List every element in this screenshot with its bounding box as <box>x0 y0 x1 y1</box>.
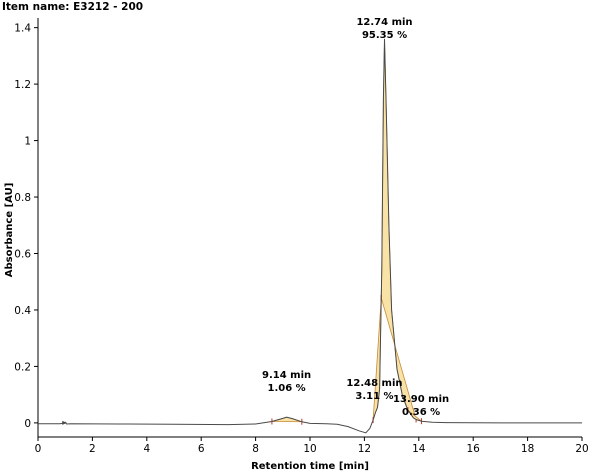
item-name-label: Item name: E3212 - 200 <box>2 1 144 13</box>
y-tick-label: 1 <box>24 136 31 148</box>
injection-marker <box>62 420 68 425</box>
x-tick-label: 4 <box>143 443 150 455</box>
peak-area <box>271 416 302 423</box>
peak-area-label: 0.36 % <box>402 407 440 418</box>
x-tick-label: 8 <box>252 443 259 455</box>
y-tick-label: 1.4 <box>14 23 31 35</box>
x-tick-label: 6 <box>198 443 205 455</box>
y-tick-label: 0.8 <box>14 192 31 204</box>
y-tick-label: 0.2 <box>14 361 31 373</box>
peak-time-label: 12.48 min <box>346 378 402 389</box>
peak-area-label: 3.11 % <box>355 391 393 402</box>
y-tick-label: 1.2 <box>14 79 31 91</box>
x-tick-label: 10 <box>303 443 316 455</box>
y-tick-label: 0.6 <box>14 248 31 260</box>
peak-area-label: 1.06 % <box>268 383 306 394</box>
y-axis-title: Absorbance [AU] <box>4 183 15 278</box>
x-tick-label: 2 <box>89 443 96 455</box>
chromatogram-trace <box>38 38 582 434</box>
x-tick-label: 18 <box>521 443 534 455</box>
x-tick-label: 0 <box>35 443 42 455</box>
peak-time-label: 12.74 min <box>356 17 412 28</box>
y-tick-label: 0.4 <box>14 305 31 317</box>
x-tick-label: 12 <box>358 443 371 455</box>
peak-time-label: 13.90 min <box>393 394 449 405</box>
x-tick-label: 14 <box>412 443 426 455</box>
x-tick-label: 20 <box>575 443 588 455</box>
peak-time-label: 9.14 min <box>262 370 311 381</box>
x-axis-title: Retention time [min] <box>251 461 369 472</box>
x-tick-label: 16 <box>467 443 481 455</box>
peak-area <box>380 38 417 421</box>
peak-area-label: 95.35 % <box>362 30 407 41</box>
y-tick-label: 0 <box>24 418 31 430</box>
